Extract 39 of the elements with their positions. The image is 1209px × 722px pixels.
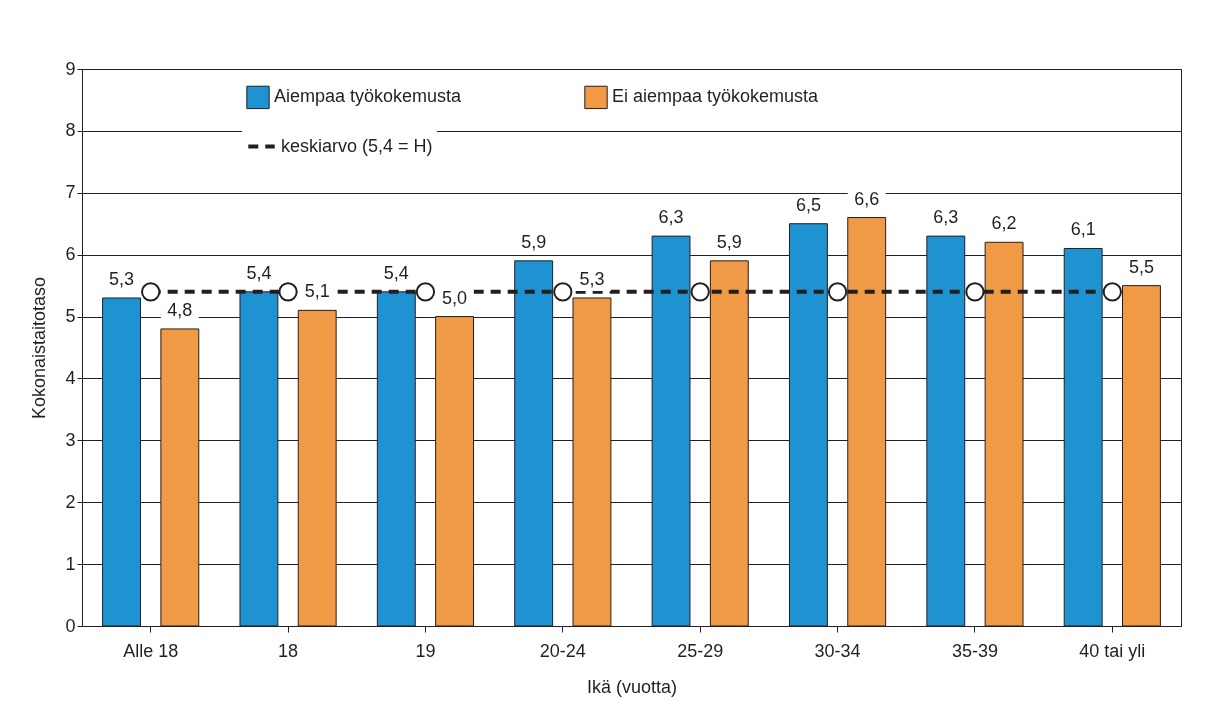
data-label: 4,8 [167,299,193,320]
data-label: 5,4 [246,262,272,283]
x-tick-label: 35-39 [951,640,998,661]
x-tick-label: 18 [278,640,299,661]
legend-label: Aiempaa työkokemusta [274,86,463,107]
data-label: 6,5 [795,194,821,215]
y-axis-title: Kokonaistaitotaso [29,276,50,420]
y-tick-label: 6 [65,244,76,265]
data-label: 5,9 [521,231,547,252]
x-tick-label: 40 tai yli [1079,640,1146,661]
y-tick-label: 5 [65,306,76,327]
x-tick-label: 30-34 [814,640,861,661]
x-tick-label: 20-24 [539,640,586,661]
y-tick-label: 2 [65,491,76,512]
x-axis-title: Ikä (vuotta) [586,676,678,697]
x-tick-label: 25-29 [677,640,724,661]
y-tick-label: 8 [65,120,76,141]
data-label: 5,1 [304,281,330,302]
data-label: 5,3 [109,268,135,289]
data-label: 5,0 [442,287,468,308]
data-label: 5,5 [1128,256,1154,277]
y-tick-label: 9 [65,58,76,79]
data-label: 6,3 [658,207,684,228]
data-label: 6,1 [1070,219,1096,240]
y-tick-label: 4 [65,367,76,388]
legend-label: keskiarvo (5,4 = H) [281,135,433,156]
y-tick-label: 1 [65,553,76,574]
data-label: 5,9 [716,231,742,252]
data-label: 5,3 [579,268,605,289]
data-label: 6,6 [854,188,880,209]
data-label: 6,3 [933,207,959,228]
x-tick-label: Alle 18 [123,640,179,661]
data-label: 5,4 [383,262,409,283]
y-tick-label: 7 [65,182,76,203]
y-tick-label: 0 [65,615,76,636]
x-tick-label: 19 [415,640,436,661]
data-label: 6,2 [991,213,1017,234]
legend-label: Ei aiempaa työkokemusta [612,86,820,107]
y-tick-label: 3 [65,429,76,450]
